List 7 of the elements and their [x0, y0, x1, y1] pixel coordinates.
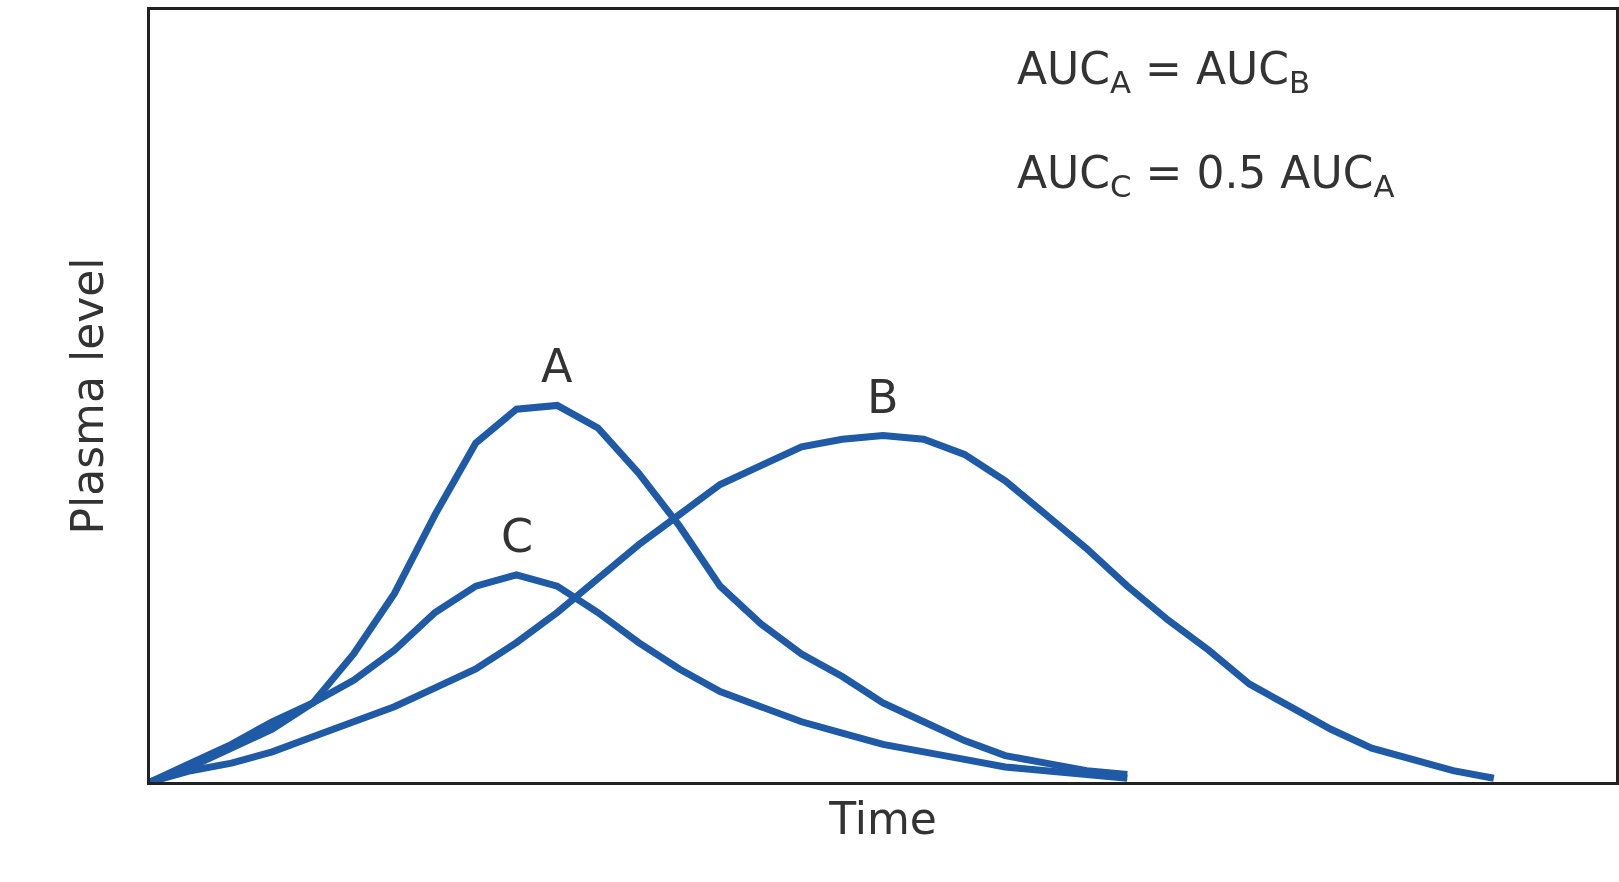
text: AUC$_{A}$ = AUC$_{B}$ — [1017, 43, 1311, 101]
x-axis-title: Time — [828, 793, 937, 845]
series-label: C — [501, 509, 534, 563]
y-axis-title: Plasma level — [62, 257, 114, 535]
series-label: B — [867, 370, 899, 424]
text: AUC$_{C}$ = 0.5 AUC$_{A}$ — [1017, 147, 1395, 205]
series-label: A — [541, 339, 573, 393]
